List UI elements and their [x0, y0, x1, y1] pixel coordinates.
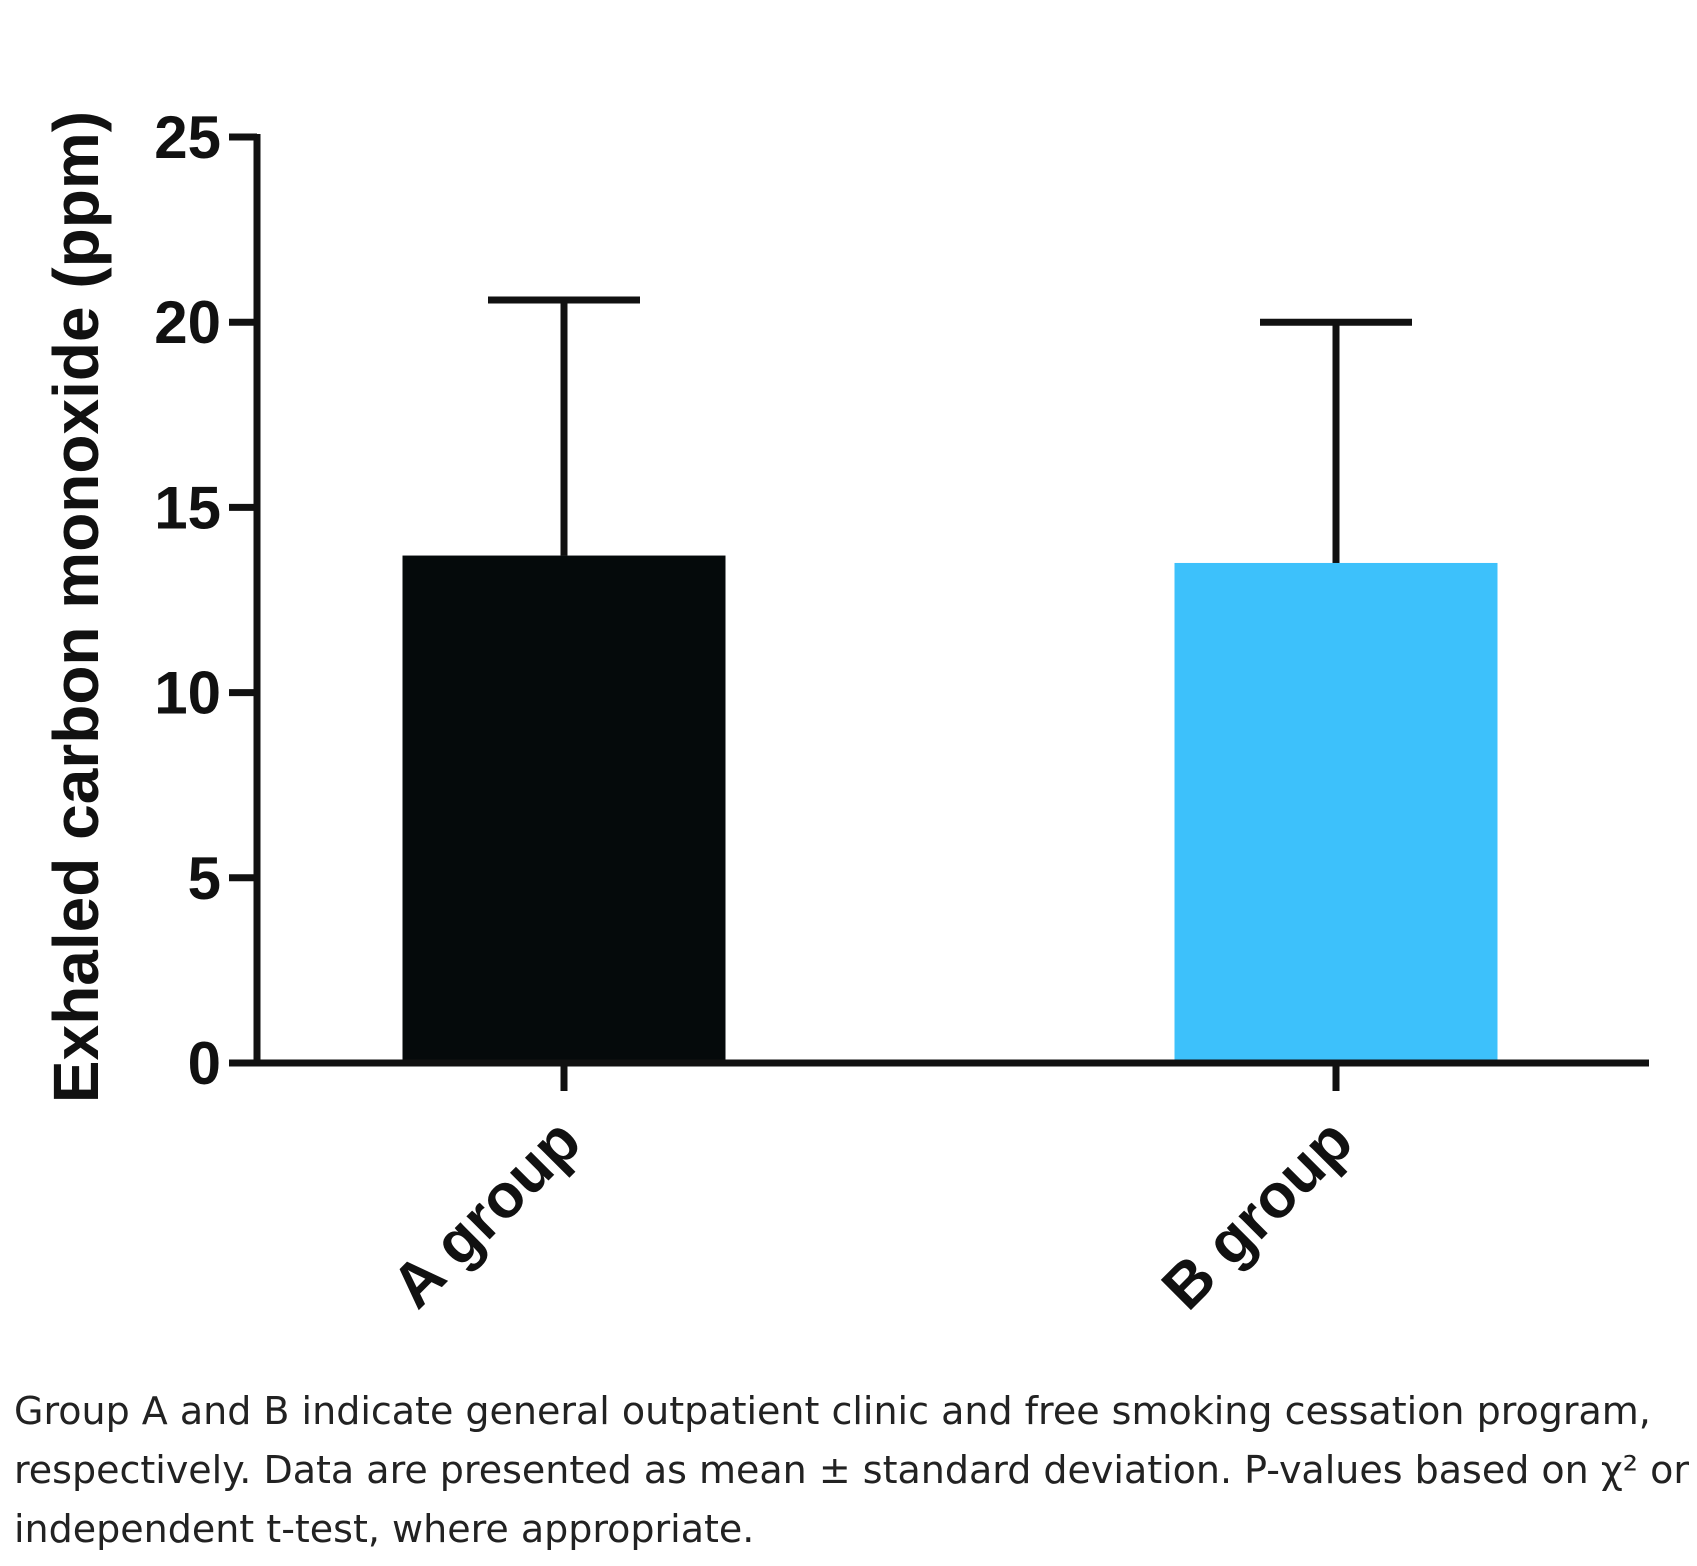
x-tick-label: B group	[1149, 1106, 1366, 1323]
x-tick-label: A group	[379, 1106, 594, 1321]
chart: Exhaled carbon monoxide (ppm) A group B g…	[40, 104, 1649, 1323]
y-tick-label: 5	[188, 845, 221, 912]
y-tick-label: 25	[154, 104, 221, 171]
y-axis-title: Exhaled carbon monoxide (ppm)	[40, 111, 112, 1103]
y-tick-label: 20	[154, 289, 221, 356]
caption: Group A and B indicate general outpatien…	[14, 1389, 1689, 1551]
bar	[402, 555, 726, 1063]
y-tick-label: 10	[154, 660, 221, 727]
y-tick-label: 15	[154, 474, 221, 541]
y-tick-label: 0	[188, 1030, 221, 1097]
bar	[1174, 562, 1498, 1063]
